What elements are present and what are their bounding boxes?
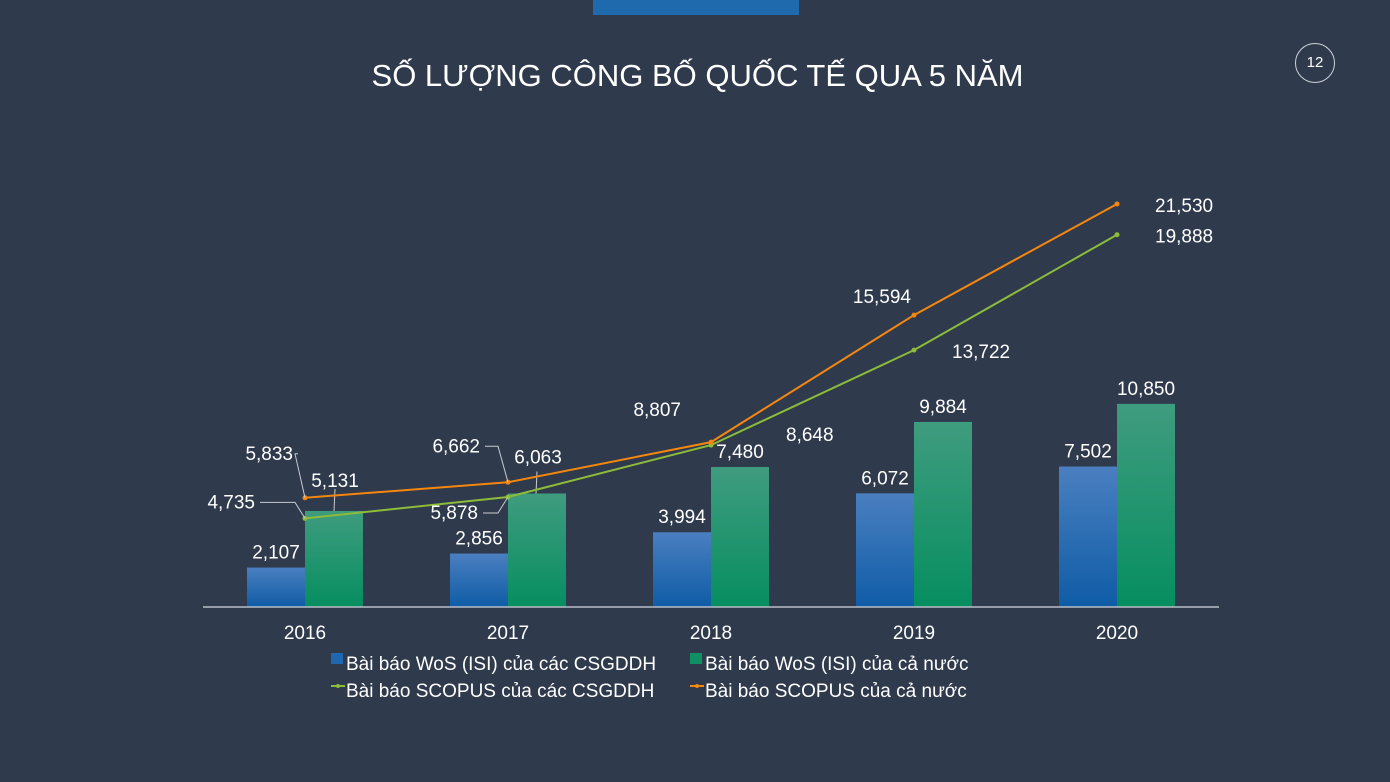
- page-number: 12: [1295, 43, 1335, 83]
- data-label: 2,856: [455, 529, 503, 550]
- bar-wos-csgddh-2016: [247, 567, 305, 607]
- data-label: 7,480: [716, 442, 764, 463]
- data-label: 3,994: [658, 507, 706, 528]
- data-point: [911, 347, 917, 353]
- leader-line: [483, 496, 509, 514]
- bar-wos-ca-nuoc-2020: [1117, 403, 1175, 607]
- x-tick-label: 2017: [487, 623, 529, 644]
- data-label: 6,072: [861, 468, 909, 489]
- legend-marker: [695, 684, 699, 688]
- data-point: [1114, 201, 1120, 207]
- data-label: 8,807: [633, 400, 681, 421]
- bar-wos-csgddh-2017: [450, 553, 508, 607]
- top-accent-bar: [593, 0, 799, 15]
- data-point: [1114, 232, 1120, 238]
- data-label: 19,888: [1155, 227, 1213, 248]
- legend-swatch: [331, 653, 343, 664]
- page-title: SỐ LƯỢNG CÔNG BỐ QUỐC TẾ QUA 5 NĂM: [371, 58, 1024, 93]
- data-label: 4,735: [207, 492, 255, 513]
- data-point: [911, 312, 917, 318]
- legend-swatch: [690, 653, 702, 664]
- data-label: 5,878: [430, 503, 478, 524]
- data-label: 7,502: [1064, 442, 1112, 463]
- x-tick-label: 2016: [284, 623, 326, 644]
- leader-line: [294, 453, 306, 498]
- data-label: 8,648: [786, 425, 834, 446]
- leader-line: [485, 445, 509, 483]
- bar-wos-csgddh-2018: [653, 532, 711, 607]
- bar-wos-ca-nuoc-2018: [711, 466, 769, 607]
- x-tick-label: 2019: [893, 623, 935, 644]
- data-label: 2,107: [252, 543, 300, 564]
- data-label: 13,722: [952, 342, 1010, 363]
- legend-marker: [336, 684, 340, 688]
- bar-wos-csgddh-2020: [1059, 466, 1117, 607]
- bar-wos-ca-nuoc-2019: [914, 421, 972, 607]
- data-label: 21,530: [1155, 196, 1213, 217]
- data-label: 5,833: [245, 444, 293, 465]
- x-tick-label: 2018: [690, 623, 732, 644]
- x-tick-label: 2020: [1096, 623, 1138, 644]
- leader-line: [333, 488, 336, 511]
- leader-line: [260, 501, 306, 519]
- data-point: [708, 439, 714, 445]
- legend-label: Bài báo WoS (ISI) của cả nước: [705, 654, 969, 675]
- data-label: 15,594: [853, 287, 912, 308]
- bar-wos-ca-nuoc-2017: [508, 493, 566, 607]
- legend-label: Bài báo SCOPUS của cả nước: [705, 681, 967, 702]
- data-label: 5,131: [311, 471, 359, 492]
- legend-label: Bài báo SCOPUS của các CSGDDH: [346, 681, 654, 702]
- data-label: 10,850: [1117, 379, 1175, 400]
- bar-wos-csgddh-2019: [856, 493, 914, 607]
- data-label: 9,884: [919, 397, 967, 418]
- legend-label: Bài báo WoS (ISI) của các CSGDDH: [346, 654, 656, 675]
- data-label: 6,662: [432, 436, 480, 457]
- data-label: 6,063: [514, 448, 562, 469]
- bar-wos-ca-nuoc-2016: [305, 510, 363, 607]
